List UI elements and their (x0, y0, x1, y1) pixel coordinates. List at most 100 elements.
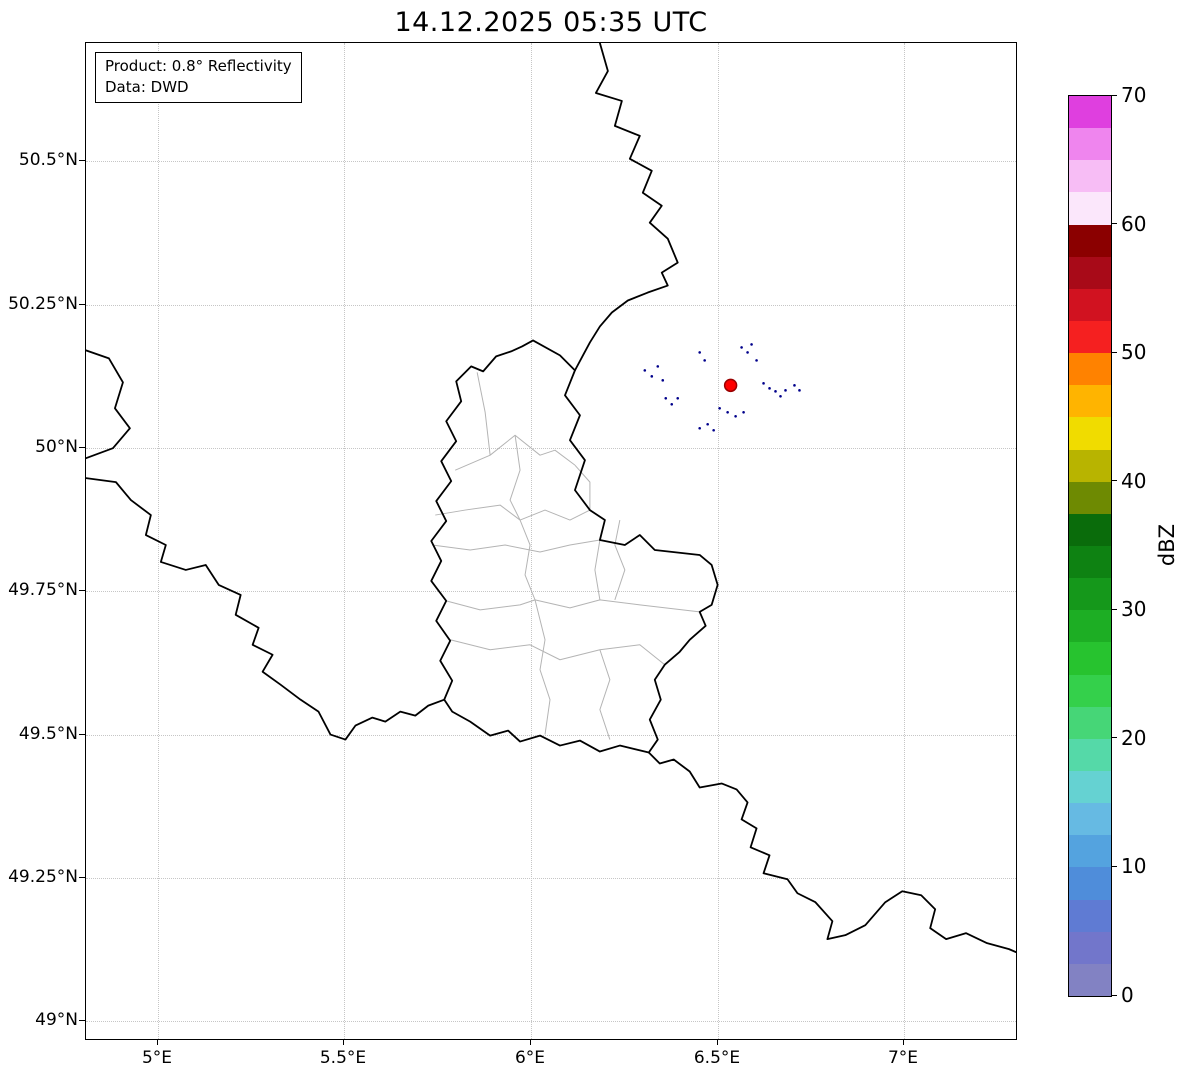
colorbar-tick (1111, 737, 1117, 739)
country-border (430, 339, 719, 754)
colorbar-segment (1069, 96, 1111, 129)
country-border (86, 349, 446, 741)
colorbar-segment (1069, 449, 1111, 482)
district-border (614, 519, 626, 601)
radar-echo-point (779, 395, 782, 398)
colorbar-segment (1069, 738, 1111, 771)
colorbar-tick (1111, 351, 1117, 353)
district-border (599, 649, 611, 740)
radar-echo-point (750, 343, 753, 346)
plot-title: 14.12.2025 05:35 UTC (394, 7, 708, 38)
x-axis-tick (717, 1040, 718, 1045)
x-tick-label: 6°E (514, 1048, 546, 1068)
x-axis-tick (903, 1040, 904, 1045)
colorbar-segment (1069, 417, 1111, 450)
x-gridline (718, 43, 719, 1039)
radar-echo-point (670, 402, 674, 406)
y-tick-label: 49.75°N (8, 580, 78, 600)
y-tick-label: 50.25°N (8, 294, 78, 314)
colorbar-segment (1069, 674, 1111, 707)
radar-echo-point (706, 422, 709, 426)
colorbar-segment (1069, 803, 1111, 836)
colorbar-segment (1069, 224, 1111, 257)
x-tick-label: 5°E (141, 1048, 173, 1068)
y-axis-tick (79, 877, 85, 878)
y-tick-label: 49°N (35, 1010, 78, 1030)
colorbar-tick-label: 70 (1121, 83, 1147, 107)
radar-echo-point (650, 375, 654, 378)
radar-echo-point (746, 351, 749, 354)
colorbar-tick (1111, 865, 1117, 867)
radar-echo-point (762, 382, 765, 385)
colorbar-segment (1069, 513, 1111, 546)
colorbar-segment (1069, 256, 1111, 289)
map-plot-area: Product: 0.8° Reflectivity Data: DWD (85, 42, 1017, 1040)
colorbar-segment (1069, 545, 1111, 579)
radar-echo-point (698, 426, 701, 430)
y-gridline (86, 161, 1016, 162)
district-border (476, 372, 491, 456)
colorbar-segment (1069, 481, 1111, 514)
colorbar-tick-label: 30 (1121, 597, 1147, 622)
colorbar-segment (1069, 642, 1111, 675)
colorbar-segment (1069, 192, 1111, 225)
radar-echo-point (784, 389, 787, 392)
radar-echo-point (656, 365, 660, 368)
info-box: Product: 0.8° Reflectivity Data: DWD (95, 52, 302, 103)
district-border (574, 464, 591, 511)
x-tick-label: 6.5°E (693, 1048, 741, 1068)
radar-echo-point (798, 389, 801, 392)
x-gridline (904, 43, 905, 1039)
colorbar-label: dBZ (1155, 523, 1179, 567)
y-gridline (86, 305, 1016, 306)
district-border (594, 539, 601, 600)
colorbar-tick (1111, 223, 1117, 225)
y-tick-label: 49.5°N (18, 724, 78, 744)
radar-echo-point (664, 397, 668, 400)
country-border (647, 751, 1016, 954)
radar-echo-point (742, 410, 745, 414)
product-line: Product: 0.8° Reflectivity (105, 57, 292, 75)
colorbar-tick (1111, 608, 1117, 610)
radar-echo-point (643, 369, 647, 372)
colorbar-tick-label: 40 (1121, 468, 1147, 493)
y-tick-label: 50°N (35, 437, 78, 457)
district-border (519, 519, 536, 601)
colorbar-tick-label: 50 (1121, 340, 1147, 365)
y-axis-tick (79, 590, 85, 591)
colorbar-segment (1069, 770, 1111, 804)
district-border (435, 504, 591, 521)
radar-echo-point (712, 428, 715, 432)
x-axis-tick (343, 1040, 344, 1045)
y-gridline (86, 878, 1016, 879)
y-axis-tick (79, 447, 85, 448)
x-axis-tick (157, 1040, 158, 1045)
colorbar-segment (1069, 835, 1111, 868)
colorbar-segment (1069, 963, 1111, 996)
x-gridline (531, 43, 532, 1039)
y-gridline (86, 591, 1016, 592)
country-border (574, 43, 679, 372)
x-axis-tick (530, 1040, 531, 1045)
district-border (534, 599, 551, 735)
colorbar-segment (1069, 320, 1111, 354)
colorbar-tick (1111, 480, 1117, 482)
colorbar-segment (1069, 899, 1111, 932)
colorbar-segment (1069, 867, 1111, 900)
colorbar-tick-label: 0 (1121, 983, 1134, 1007)
y-tick-label: 50.5°N (18, 150, 78, 170)
radar-echo-point (698, 351, 701, 354)
y-gridline (86, 1021, 1016, 1022)
colorbar-tick-label: 60 (1121, 211, 1147, 236)
colorbar-segment (1069, 610, 1111, 643)
colorbar-segment (1069, 353, 1111, 386)
district-border (509, 435, 521, 521)
x-tick-label: 5.5°E (319, 1048, 367, 1068)
y-axis-tick (79, 734, 85, 735)
radar-echo-point (793, 384, 796, 387)
colorbar-segment (1069, 931, 1111, 964)
colorbar-segment (1069, 385, 1111, 418)
radar-echo-point (774, 390, 777, 393)
radar-echo-point (726, 410, 729, 414)
